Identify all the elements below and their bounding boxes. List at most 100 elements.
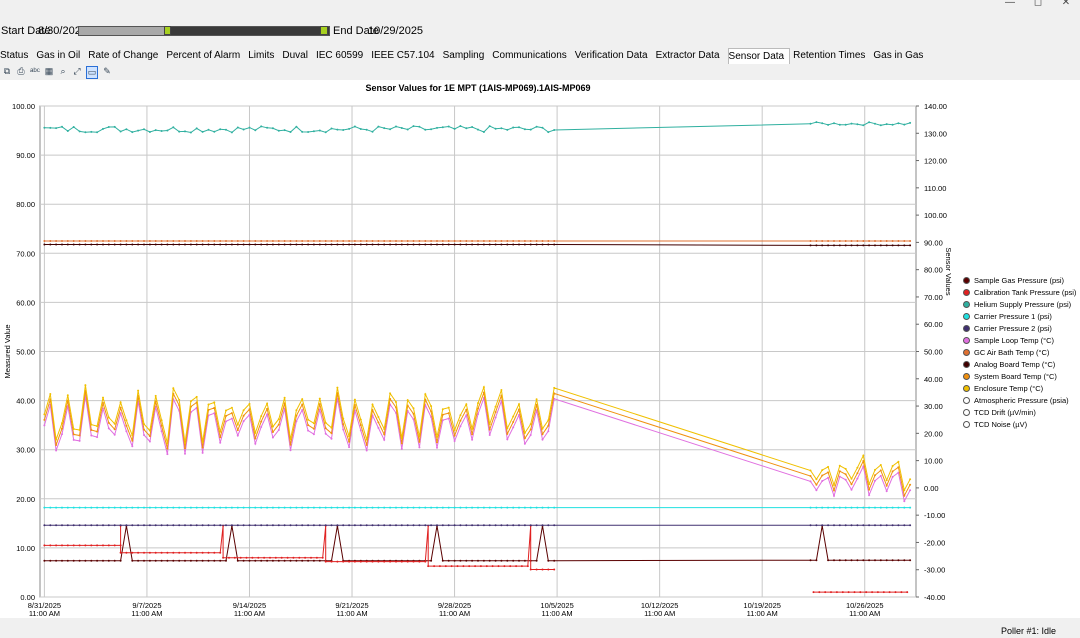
data-point <box>377 560 380 563</box>
data-point <box>324 560 327 563</box>
data-point <box>885 484 888 487</box>
data-point <box>271 425 274 428</box>
legend-item[interactable]: TCD Noise (µV) <box>963 418 1076 430</box>
print-icon[interactable]: ⎙ <box>17 66 25 76</box>
tab-duval[interactable]: Duval <box>282 50 308 61</box>
legend-item[interactable]: System Board Temp (°C) <box>963 370 1076 382</box>
data-point <box>113 524 116 527</box>
data-point <box>482 386 485 389</box>
data-point <box>260 426 263 428</box>
data-point <box>441 413 444 416</box>
legend-item[interactable]: Sample Gas Pressure (psi) <box>963 274 1076 286</box>
data-point <box>500 506 503 509</box>
slider-end-handle[interactable] <box>320 26 328 35</box>
data-point <box>471 506 474 509</box>
data-point <box>497 565 500 568</box>
tab-sensor-data[interactable]: Sensor Data <box>727 48 791 64</box>
data-point <box>233 556 236 559</box>
data-point <box>55 243 58 246</box>
data-point <box>850 559 853 562</box>
abc-icon[interactable]: ᵃᵇᶜ <box>30 66 40 76</box>
data-point <box>289 240 292 242</box>
copy-icon[interactable]: ⧉ <box>3 66 11 76</box>
data-point <box>471 433 474 436</box>
tab-iec-60599[interactable]: IEC 60599 <box>315 50 364 61</box>
legend-item[interactable]: GC Air Bath Temp (°C) <box>963 346 1076 358</box>
data-point <box>529 423 532 426</box>
comment-icon[interactable]: ▭ <box>86 66 98 79</box>
legend-item[interactable]: Atmospheric Pressure (psia) <box>963 394 1076 406</box>
tab-sampling[interactable]: Sampling <box>442 50 485 61</box>
legend-item[interactable]: Carrier Pressure 1 (psi) <box>963 310 1076 322</box>
data-point <box>189 240 192 242</box>
data-point <box>348 240 351 242</box>
data-point <box>178 524 181 527</box>
start-date-value[interactable]: 8/30/2025 <box>38 25 87 37</box>
fit-icon[interactable]: ⤢ <box>73 66 81 76</box>
tab-retention-times[interactable]: Retention Times <box>793 50 866 61</box>
tab-ieee-c57-104[interactable]: IEEE C57.104 <box>371 50 435 61</box>
data-point <box>430 524 433 527</box>
close-button[interactable]: ✕ <box>1061 0 1071 8</box>
data-point <box>909 478 912 481</box>
zoom-icon[interactable]: ⌕ <box>60 66 66 76</box>
data-point <box>348 524 351 527</box>
data-point <box>131 524 134 527</box>
data-point <box>833 489 835 492</box>
data-point <box>318 129 321 132</box>
data-point <box>447 240 450 242</box>
data-point <box>119 401 122 404</box>
data-point <box>248 506 251 509</box>
data-point <box>412 407 415 410</box>
data-point <box>61 427 63 430</box>
tab-extractor-data[interactable]: Extractor Data <box>655 50 720 61</box>
data-point <box>815 121 818 124</box>
tab-gas-in-oil[interactable]: Gas in Oil <box>36 50 81 61</box>
data-point <box>307 524 310 527</box>
data-point <box>850 240 853 242</box>
legend-item[interactable]: TCD Drift (µV/min) <box>963 406 1076 418</box>
slider-start-handle[interactable] <box>164 26 171 35</box>
series-line <box>44 121 911 134</box>
data-point <box>184 243 186 246</box>
tab-limits[interactable]: Limits <box>248 50 275 61</box>
data-point <box>541 568 544 571</box>
tab-percent-of-alarm[interactable]: Percent of Alarm <box>166 50 241 61</box>
tab-verification-data[interactable]: Verification Data <box>574 50 648 61</box>
end-date-value[interactable]: 10/29/2025 <box>368 25 424 37</box>
tab-rate-of-change[interactable]: Rate of Change <box>88 50 159 61</box>
maximize-button[interactable]: ◻ <box>1033 0 1043 8</box>
y2-tick-label: 10.00 <box>924 457 943 466</box>
data-point <box>821 524 824 527</box>
minimize-button[interactable]: — <box>1005 0 1015 8</box>
date-range-slider[interactable] <box>78 26 330 36</box>
data-point <box>477 243 479 246</box>
table-icon[interactable]: ▦ <box>44 66 54 76</box>
data-point <box>412 418 415 421</box>
legend-item[interactable]: Helium Supply Pressure (psi) <box>963 298 1076 310</box>
legend-item[interactable]: Sample Loop Temp (°C) <box>963 334 1076 346</box>
data-point <box>894 591 897 594</box>
tab-status[interactable]: Status <box>0 50 29 61</box>
data-point <box>219 559 222 562</box>
legend-item[interactable]: Calibration Tank Pressure (psi) <box>963 286 1076 298</box>
data-point <box>242 524 245 527</box>
data-point <box>172 126 175 129</box>
legend-item[interactable]: Carrier Pressure 2 (psi) <box>963 322 1076 334</box>
data-point <box>424 240 427 242</box>
legend-item[interactable]: Analog Board Temp (°C) <box>963 358 1076 370</box>
tab-gas-in-gas[interactable]: Gas in Gas <box>873 50 924 61</box>
legend-label: Analog Board Temp (°C) <box>974 359 1056 369</box>
chart-title: Sensor Values for 1E MPT (1AIS-MP069).1A… <box>365 83 590 93</box>
data-point <box>436 506 438 509</box>
data-point <box>529 434 532 436</box>
pencil-icon[interactable]: ✎ <box>103 66 111 76</box>
y-tick-label: 80.00 <box>16 200 35 209</box>
data-point <box>395 560 397 563</box>
legend-item[interactable]: Enclosure Temp (°C) <box>963 382 1076 394</box>
data-point <box>809 524 812 527</box>
data-point <box>61 243 63 246</box>
tab-communications[interactable]: Communications <box>492 50 567 61</box>
data-point <box>236 524 239 527</box>
y2-tick-label: 140.00 <box>924 102 947 111</box>
